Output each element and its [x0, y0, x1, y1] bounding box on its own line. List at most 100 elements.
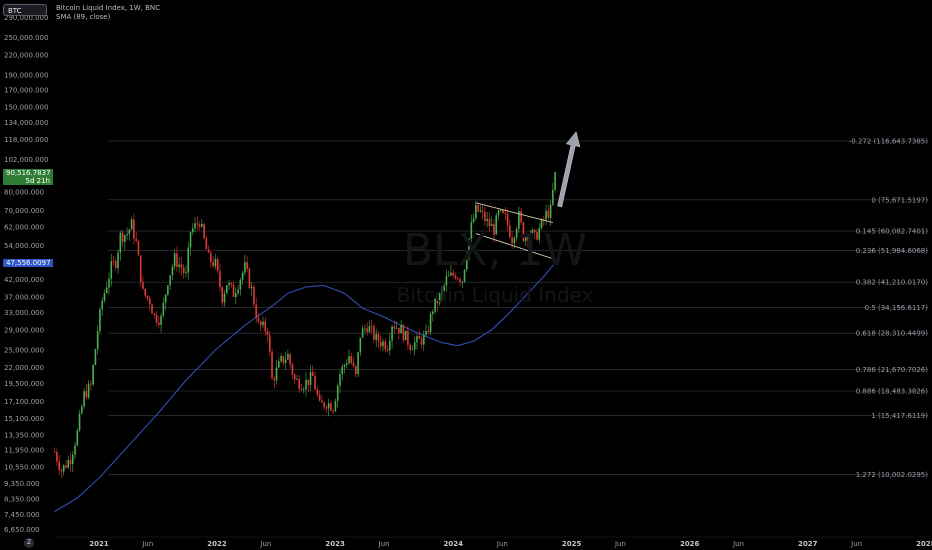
x-tick-label: 2024: [443, 540, 463, 548]
candle-body: [96, 331, 99, 350]
x-tick-label: Jun: [378, 540, 390, 548]
logo-icon[interactable]: Z: [24, 538, 34, 548]
candle-body: [83, 390, 85, 407]
bar-countdown: 5d 21h: [25, 177, 50, 186]
candle-body: [323, 402, 325, 408]
candle: [481, 204, 484, 220]
fib-label: -0.272 (116,643.7385): [849, 138, 929, 146]
candle: [520, 208, 522, 225]
y-tick-label: 134,000.000: [4, 119, 49, 127]
candle-body: [312, 372, 314, 376]
candle: [151, 302, 153, 314]
fib-label: 0.618 (28,310.4499): [856, 330, 929, 338]
candle-body: [137, 240, 140, 256]
candle-body: [257, 318, 260, 322]
candle-body: [316, 389, 319, 395]
candle-body: [173, 253, 176, 267]
y-tick-label: 19,500.000: [4, 380, 44, 388]
candle-body: [158, 322, 160, 325]
candle-body: [540, 219, 543, 229]
candle: [87, 379, 90, 400]
candle-body: [343, 365, 346, 367]
candle-body: [339, 374, 341, 386]
candle-body: [389, 340, 391, 351]
candle-body: [182, 267, 185, 274]
candle: [137, 239, 140, 256]
candle-body: [506, 213, 509, 226]
candle: [119, 230, 122, 261]
x-tick-label: Jun: [141, 540, 153, 548]
legend-title: Bitcoin Liquid Index, 1W, BNC: [56, 4, 161, 12]
candle-body: [515, 228, 518, 238]
candle-body: [160, 315, 162, 325]
candle-body: [445, 276, 448, 286]
candle-body: [223, 293, 226, 303]
candle: [341, 363, 344, 381]
candle-body: [391, 326, 393, 341]
candle: [375, 328, 378, 347]
candle: [212, 256, 214, 269]
candle: [370, 319, 373, 335]
candle-body: [142, 282, 144, 289]
candle-body: [427, 330, 430, 332]
candle-body: [164, 294, 167, 303]
candle: [74, 441, 76, 460]
candle: [271, 348, 273, 380]
candle: [176, 246, 178, 273]
candle: [216, 257, 219, 274]
candle: [461, 280, 464, 288]
candle: [173, 249, 176, 271]
y-tick-label: 8,350.000: [4, 495, 40, 503]
candle: [257, 312, 260, 324]
candle: [518, 206, 520, 234]
candle: [96, 325, 99, 355]
candle: [148, 295, 151, 311]
candle-body: [432, 311, 434, 314]
candle-body: [248, 268, 251, 288]
candle-body: [194, 223, 196, 229]
candle: [185, 265, 187, 278]
candle: [542, 215, 545, 227]
candle-body: [296, 378, 298, 380]
candle: [484, 206, 486, 226]
projection-arrow-icon: [557, 131, 581, 208]
candle-body: [85, 390, 88, 398]
candle-body: [112, 261, 115, 262]
candle: [316, 386, 319, 398]
axes-layer: 290,000.000 250,000.000 220,000.000 190,000…: [4, 14, 932, 548]
symbol-chip[interactable]: BTC: [3, 4, 47, 16]
candle-body: [452, 272, 455, 276]
candle-body: [121, 232, 124, 242]
candle: [296, 375, 298, 381]
candle: [438, 291, 441, 307]
y-tick-label: 17,100.000: [4, 398, 44, 406]
y-tick-label: 6,650.000: [4, 526, 40, 534]
candle-body: [114, 261, 117, 269]
candle-body: [205, 238, 208, 250]
candle-body: [185, 272, 187, 274]
candle-body: [522, 222, 525, 242]
candle: [325, 405, 328, 413]
x-tick-label: Jun: [259, 540, 271, 548]
candle-body: [513, 237, 516, 244]
candle: [323, 401, 325, 410]
candle: [499, 209, 502, 213]
candle: [495, 213, 498, 236]
candle: [248, 267, 251, 290]
candle: [219, 263, 221, 292]
y-tick-label: 102,000.000: [4, 156, 49, 164]
candle: [345, 358, 348, 369]
candle: [452, 269, 455, 279]
chart-legend: Bitcoin Liquid Index, 1W, BNC SMA (89, c…: [56, 4, 160, 22]
candle-body: [167, 285, 169, 295]
candle: [395, 321, 398, 330]
candle: [432, 309, 434, 322]
candle: [522, 221, 525, 243]
candle-body: [203, 224, 205, 239]
candle-body: [479, 210, 482, 212]
candle: [545, 204, 547, 226]
candle-body: [201, 224, 203, 227]
candle: [56, 448, 58, 466]
candle: [377, 331, 380, 349]
